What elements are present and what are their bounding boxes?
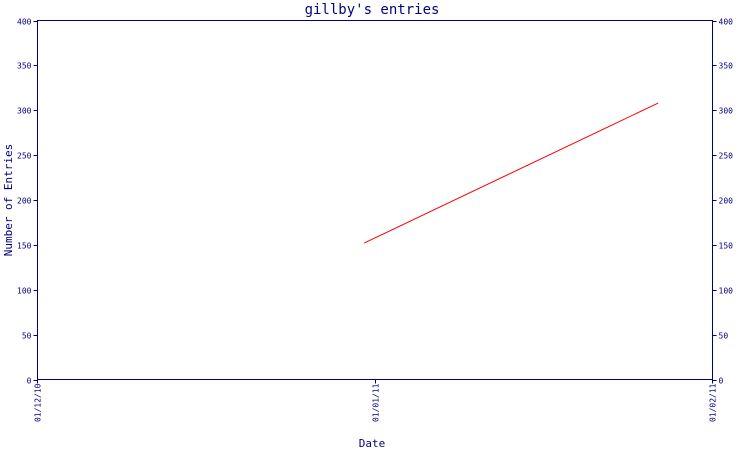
y-tick-label-left: 150 — [17, 242, 32, 251]
y-tick-label-right: 250 — [719, 152, 734, 161]
y-tick-label-right: 350 — [719, 62, 734, 71]
y-tick-label-right: 0 — [719, 377, 724, 386]
x-axis-label: Date — [359, 437, 386, 450]
x-tick-label: 01/12/10 — [34, 383, 43, 422]
x-axis: 01/12/10 01/01/11 01/02/11 — [34, 379, 718, 422]
y-tick-label-left: 400 — [17, 18, 32, 27]
y-tick-label-left: 50 — [22, 332, 32, 341]
y-tick-label-left: 300 — [17, 107, 32, 116]
y-tick-label-right: 400 — [719, 18, 734, 27]
y-axis-left: 0 50 100 150 200 250 300 350 400 — [17, 18, 38, 386]
y-axis-right: 0 50 100 150 200 250 300 350 400 — [712, 18, 734, 386]
y-tick-label-left: 350 — [17, 62, 32, 71]
y-tick-label-right: 100 — [719, 287, 734, 296]
y-tick-label-left: 100 — [17, 287, 32, 296]
x-tick-label: 01/01/11 — [372, 383, 381, 422]
y-tick-label-right: 50 — [719, 332, 729, 341]
y-axis-label: Number of Entries — [2, 144, 15, 257]
series-layer — [363, 102, 659, 244]
x-tick-label: 01/02/11 — [709, 383, 718, 422]
y-tick-label-left: 200 — [17, 197, 32, 206]
y-tick-label-left: 250 — [17, 152, 32, 161]
y-tick-label-right: 300 — [719, 107, 734, 116]
plot-frame — [37, 20, 713, 380]
y-tick-label-right: 150 — [719, 242, 734, 251]
y-tick-label-left: 0 — [27, 377, 32, 386]
series-line — [363, 102, 659, 244]
chart-title: gillby's entries — [305, 2, 440, 18]
y-tick-label-right: 200 — [719, 197, 734, 206]
